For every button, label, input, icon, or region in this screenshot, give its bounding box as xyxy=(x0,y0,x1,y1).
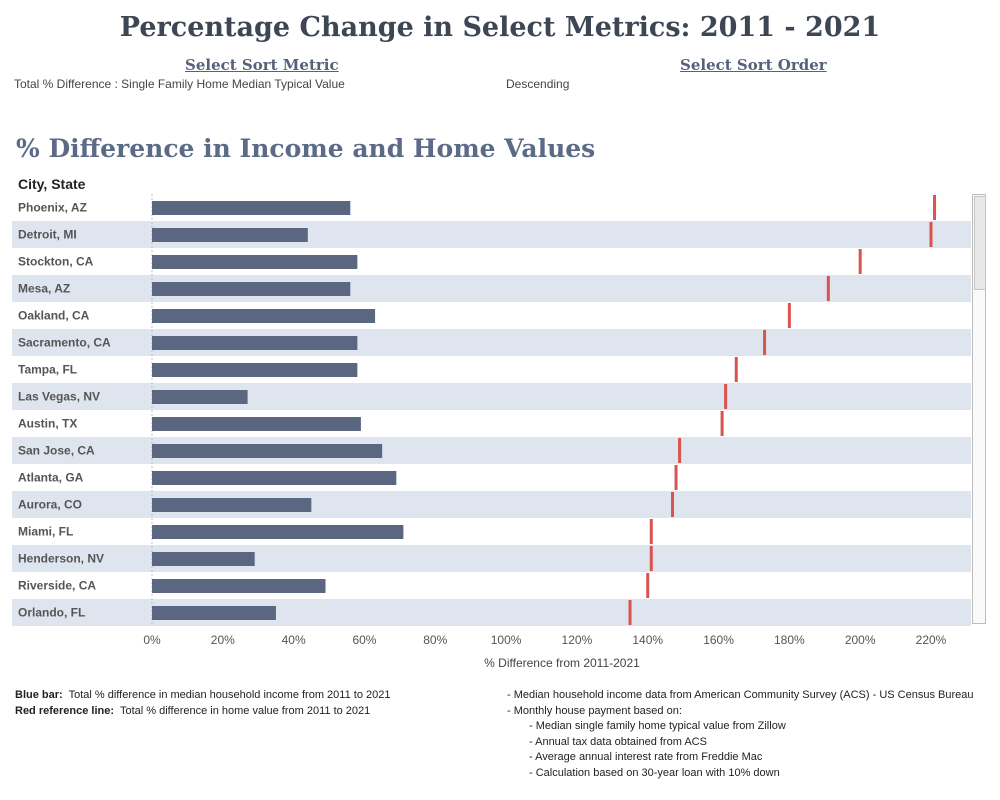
source-notes: - Median household income data from Amer… xyxy=(507,688,973,781)
x-tick-label: 160% xyxy=(703,633,734,647)
income-bar[interactable] xyxy=(152,552,255,566)
home-value-reference-line[interactable] xyxy=(826,276,830,301)
income-bar[interactable] xyxy=(152,417,361,431)
category-label: Stockton, CA xyxy=(18,255,94,269)
row-header: City, State xyxy=(18,176,86,192)
income-bar[interactable] xyxy=(152,228,308,242)
x-tick-label: 140% xyxy=(632,633,663,647)
x-tick-label: 60% xyxy=(352,633,376,647)
sort-order-dropdown[interactable]: Descending xyxy=(506,77,570,91)
income-bar[interactable] xyxy=(152,363,358,377)
category-label: Riverside, CA xyxy=(18,579,96,593)
category-label: Aurora, CO xyxy=(18,498,82,512)
home-value-reference-line[interactable] xyxy=(674,465,678,490)
x-tick-label: 40% xyxy=(282,633,306,647)
category-label: Miami, FL xyxy=(18,525,73,539)
category-label: Las Vegas, NV xyxy=(18,390,100,404)
legend-notes: Blue bar: Total % difference in median h… xyxy=(15,688,390,719)
x-tick-label: 80% xyxy=(423,633,447,647)
home-value-reference-line[interactable] xyxy=(649,546,653,571)
income-bar[interactable] xyxy=(152,282,351,296)
category-label: Mesa, AZ xyxy=(18,282,70,296)
blue-bar-note-text: Total % difference in median household i… xyxy=(68,689,391,701)
x-axis-title: % Difference from 2011-2021 xyxy=(484,656,640,670)
category-label: San Jose, CA xyxy=(18,444,95,458)
home-value-reference-line[interactable] xyxy=(678,438,682,463)
chart-title: % Difference in Income and Home Values xyxy=(16,134,596,163)
source-note: - Average annual interest rate from Fred… xyxy=(529,751,763,763)
income-bar[interactable] xyxy=(152,606,276,620)
home-value-reference-line[interactable] xyxy=(649,519,653,544)
category-label: Phoenix, AZ xyxy=(18,201,87,215)
home-value-reference-line[interactable] xyxy=(724,384,728,409)
home-value-reference-line[interactable] xyxy=(734,357,738,382)
x-tick-label: 180% xyxy=(774,633,805,647)
income-bar[interactable] xyxy=(152,525,404,539)
home-value-reference-line[interactable] xyxy=(929,222,933,247)
home-value-reference-line[interactable] xyxy=(933,195,937,220)
red-line-note-label: Red reference line: xyxy=(15,704,115,717)
red-line-note: Red reference line: Total % difference i… xyxy=(15,704,390,720)
sort-metric-dropdown[interactable]: Total % Difference : Single Family Home … xyxy=(14,77,345,91)
blue-bar-note: Blue bar: Total % difference in median h… xyxy=(15,688,390,704)
sort-order-heading: Select Sort Order xyxy=(680,56,827,74)
income-bar[interactable] xyxy=(152,255,358,269)
x-tick-label: 220% xyxy=(916,633,947,647)
home-value-reference-line[interactable] xyxy=(646,573,650,598)
page-title: Percentage Change in Select Metrics: 201… xyxy=(119,12,881,43)
home-value-reference-line[interactable] xyxy=(763,330,767,355)
source-note: - Median single family home typical valu… xyxy=(529,720,786,732)
vertical-scrollbar[interactable] xyxy=(972,194,986,624)
red-line-note-text: Total % difference in home value from 20… xyxy=(119,704,371,717)
scroll-thumb[interactable] xyxy=(974,196,986,290)
category-label: Oakland, CA xyxy=(18,309,90,323)
income-bar[interactable] xyxy=(152,471,397,485)
income-bar[interactable] xyxy=(152,201,351,215)
x-tick-label: 100% xyxy=(491,633,522,647)
category-label: Austin, TX xyxy=(18,417,77,431)
sort-metric-heading: Select Sort Metric xyxy=(185,56,339,74)
income-bar[interactable] xyxy=(152,444,383,458)
category-label: Henderson, NV xyxy=(18,552,104,566)
category-label: Sacramento, CA xyxy=(18,336,111,350)
category-label: Orlando, FL xyxy=(18,606,85,620)
x-tick-label: 200% xyxy=(845,633,876,647)
home-value-reference-line[interactable] xyxy=(720,411,724,436)
income-bar[interactable] xyxy=(152,579,326,593)
category-label: Atlanta, GA xyxy=(18,471,84,485)
x-tick-label: 0% xyxy=(143,633,161,647)
income-bar[interactable] xyxy=(152,309,376,323)
income-bar[interactable] xyxy=(152,336,358,350)
source-note: - Calculation based on 30-year loan with… xyxy=(529,766,780,779)
category-label: Detroit, MI xyxy=(18,228,77,242)
home-value-reference-line[interactable] xyxy=(858,249,862,274)
home-value-reference-line[interactable] xyxy=(671,492,675,517)
source-note: - Monthly house payment based on: xyxy=(507,704,682,717)
category-label: Tampa, FL xyxy=(18,363,77,377)
x-tick-label: 20% xyxy=(211,633,235,647)
source-note: - Annual tax data obtained from ACS xyxy=(529,735,707,748)
home-value-reference-line[interactable] xyxy=(628,600,632,625)
x-tick-label: 120% xyxy=(562,633,593,647)
blue-bar-note-label: Blue bar: xyxy=(15,689,63,701)
home-value-reference-line[interactable] xyxy=(787,303,791,328)
income-bar[interactable] xyxy=(152,498,312,512)
source-note: - Median household income data from Amer… xyxy=(507,689,974,701)
income-bar[interactable] xyxy=(152,390,248,404)
